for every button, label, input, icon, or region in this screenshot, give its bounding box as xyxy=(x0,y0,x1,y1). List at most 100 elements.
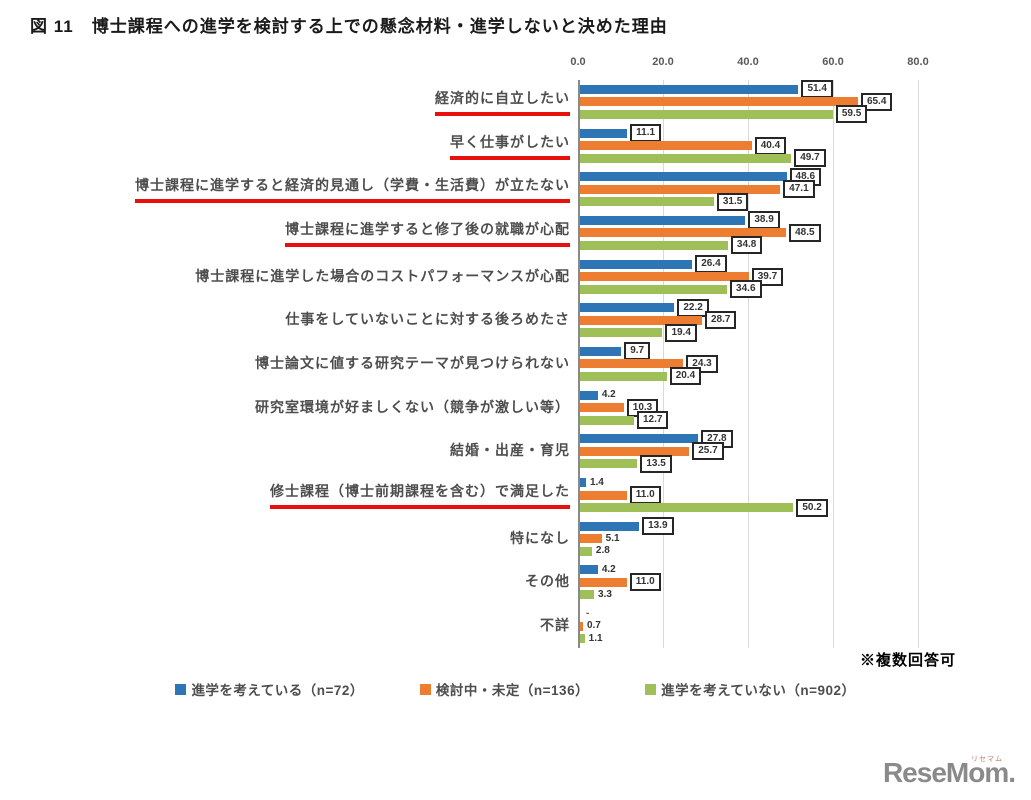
legend-swatch-blue xyxy=(175,683,187,695)
category-row: 特になし xyxy=(0,517,570,561)
bar xyxy=(580,240,728,250)
value-label: 25.7 xyxy=(692,442,724,461)
category-row: 修士課程（博士前期課程を含む）で満足した xyxy=(0,473,570,517)
gridline-40 xyxy=(748,80,749,648)
value-label: 49.7 xyxy=(794,149,826,168)
bar-row: 26.4 xyxy=(580,255,958,274)
category-row: 研究室環境が好ましくない（競争が激しい等） xyxy=(0,386,570,430)
value-label: 0.7 xyxy=(586,620,601,632)
chart-title: 図 11 博士課程への進学を検討する上での懸念材料・進学しないと決めた理由 xyxy=(30,17,668,36)
category-label: 特になし xyxy=(510,529,570,546)
value-label: 65.4 xyxy=(860,92,893,111)
bar-group: 48.6 47.1 31.5 xyxy=(580,167,958,211)
bar xyxy=(580,184,781,194)
bar-row: 13.9 xyxy=(580,517,958,536)
bar-row: 1.1 xyxy=(580,633,958,644)
value-label: - xyxy=(586,607,590,619)
resemom-logo-ruby: リセマム xyxy=(971,756,1003,763)
bar-row: 65.4 xyxy=(580,92,958,111)
bar-row: 38.9 xyxy=(580,211,958,230)
bar-row: 11.0 xyxy=(580,486,958,505)
category-row: 仕事をしていないことに対する後ろめたさ xyxy=(0,298,570,342)
x-axis-tick: 40.0 xyxy=(737,56,759,68)
bar-row: 2.8 xyxy=(580,545,958,557)
bar xyxy=(580,534,602,544)
value-label: 48.5 xyxy=(789,223,821,242)
bar xyxy=(580,272,749,282)
gridline-60 xyxy=(833,80,834,648)
legend-swatch-green xyxy=(645,683,657,695)
category-labels: 経済的に自立したい 早く仕事がしたい 博士課程に進学すると経済的見通し（学費・生活費… xyxy=(0,80,570,648)
gridline-80 xyxy=(918,80,919,648)
legend-item-undecided: 検討中・未定（n=136） xyxy=(419,679,590,699)
value-label: 40.4 xyxy=(754,136,787,155)
category-row: 博士論文に値する研究テーマが見つけられない xyxy=(0,342,570,386)
category-row: 博士課程に進学した場合のコストパフォーマンスが心配 xyxy=(0,255,570,299)
bar-row: 39.7 xyxy=(580,267,958,286)
bar-group: 1.4 11.0 50.2 xyxy=(580,473,958,517)
legend-item-not-considering: 進学を考えていない（n=902） xyxy=(645,679,855,699)
x-axis-tick: 60.0 xyxy=(822,56,844,68)
value-label: 11.0 xyxy=(629,486,661,505)
value-label: 50.2 xyxy=(796,498,828,517)
bar xyxy=(580,128,628,138)
value-label: 20.4 xyxy=(669,367,702,386)
bar xyxy=(580,490,627,500)
bar-row: 20.4 xyxy=(580,367,958,386)
bar xyxy=(580,346,622,356)
legend-label: 検討中・未定（n=136） xyxy=(435,683,590,698)
bar-group: 26.4 39.7 34.6 xyxy=(580,255,958,299)
bar xyxy=(580,172,787,182)
bar-row: 48.5 xyxy=(580,223,958,242)
bar-group: 22.2 28.7 19.4 xyxy=(580,298,958,342)
bar-row: 13.5 xyxy=(580,454,958,473)
bar-row: 1.4 xyxy=(580,477,958,488)
category-label: 修士課程（博士前期課程を含む）で満足した xyxy=(270,481,570,510)
value-label: 34.6 xyxy=(730,280,762,299)
category-label: 結婚・出産・育児 xyxy=(450,442,570,459)
category-label: 不詳 xyxy=(540,617,570,634)
bar xyxy=(580,634,585,644)
bar-row: 49.7 xyxy=(580,149,958,168)
bar-row: 50.2 xyxy=(580,498,958,517)
bar-row: 51.4 xyxy=(580,80,958,99)
bar xyxy=(580,546,592,556)
bar-row: 31.5 xyxy=(580,192,958,211)
bar xyxy=(580,84,799,94)
bar-row: - xyxy=(580,607,958,619)
category-row: 結婚・出産・育児 xyxy=(0,430,570,474)
category-label: 博士課程に進学すると修了後の就職が心配 xyxy=(285,219,570,247)
value-label: 2.8 xyxy=(595,545,610,557)
bar xyxy=(580,259,693,269)
legend: 進学を考えている（n=72） 検討中・未定（n=136） 進学を考えていない（n… xyxy=(0,679,1031,699)
category-label: 研究室環境が好ましくない（競争が激しい等） xyxy=(255,398,570,415)
bars-container: 51.4 65.4 59.5 11.1 40.4 49.7 48.6 47.1 31.5 38.9… xyxy=(580,80,958,648)
legend-label: 進学を考えていない（n=902） xyxy=(661,683,856,698)
bar xyxy=(580,577,627,587)
value-label: 12.7 xyxy=(636,411,669,430)
bar-row: 0.7 xyxy=(580,620,958,632)
category-row: 早く仕事がしたい xyxy=(0,124,570,168)
value-label: 34.8 xyxy=(730,236,763,255)
bar xyxy=(580,478,586,488)
resemom-logo: リセマム ReseMom. xyxy=(883,756,1016,789)
bar xyxy=(580,153,792,163)
bar-group: 4.2 10.3 12.7 xyxy=(580,386,958,430)
bar xyxy=(580,197,714,207)
category-row: 経済的に自立したい xyxy=(0,80,570,124)
value-label: 4.2 xyxy=(601,563,616,575)
bar-row: 3.3 xyxy=(580,589,958,600)
bar-row: 19.4 xyxy=(580,323,958,342)
category-label: 早く仕事がしたい xyxy=(450,132,570,160)
category-label: 経済的に自立したい xyxy=(435,88,570,116)
bar-row: 4.2 xyxy=(580,389,958,400)
bar-row: 5.1 xyxy=(580,532,958,544)
bar-row: 40.4 xyxy=(580,136,958,155)
bar xyxy=(580,215,746,225)
value-label: 5.1 xyxy=(605,532,620,544)
bar xyxy=(580,109,833,119)
bar xyxy=(580,359,684,369)
bar xyxy=(580,621,583,631)
category-row: 博士課程に進学すると修了後の就職が心配 xyxy=(0,211,570,255)
